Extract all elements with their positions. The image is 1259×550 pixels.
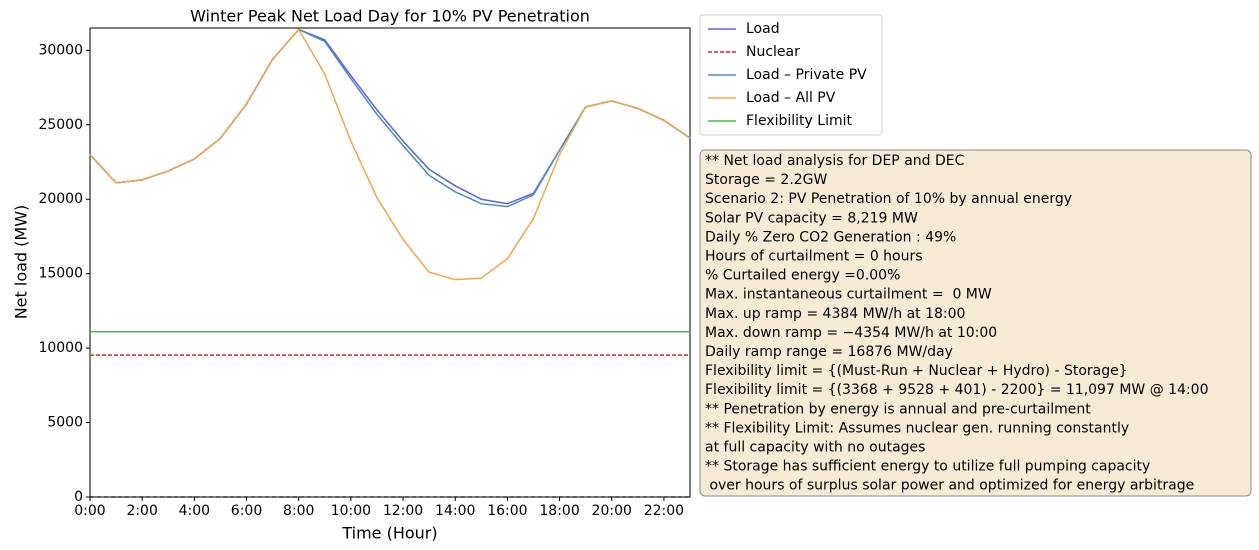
annotation-line: Daily ramp range = 16876 MW/day [705,344,953,360]
plot-area [89,27,691,498]
annotation-line: at full capacity with no outages [705,440,925,456]
x-tick-label: 16:00 [487,503,527,519]
annotation-line: Flexibility limit = {(Must-Run + Nuclear… [705,363,1128,379]
legend-label: Nuclear [746,44,800,60]
annotation-line: Max. down ramp = −4354 MW/h at 10:00 [705,325,997,341]
annotation-line: ** Net load analysis for DEP and DEC [705,153,965,169]
x-tick-label: 2:00 [126,503,157,519]
x-tick-label: 6:00 [231,503,262,519]
y-axis-label: Net load (MW) [12,205,31,320]
x-axis-label: Time (Hour) [341,524,437,543]
annotation-line: ** Flexibility Limit: Assumes nuclear ge… [705,420,1129,436]
x-tick-label: 8:00 [283,503,314,519]
x-tick-label: 10:00 [331,503,371,519]
legend-label: Load [746,21,780,37]
x-tick-label: 20:00 [592,503,632,519]
y-tick-label: 15000 [38,266,83,282]
y-tick-label: 30000 [38,42,83,58]
chart-title: Winter Peak Net Load Day for 10% PV Pene… [190,7,590,26]
y-tick-label: 5000 [47,415,83,431]
annotation-line: ** Storage has sufficient energy to util… [705,459,1150,475]
annotation-line: ** Penetration by energy is annual and p… [705,401,1091,417]
annotation-line: Scenario 2: PV Penetration of 10% by ann… [705,191,1072,207]
legend-label: Flexibility Limit [746,113,852,129]
annotation-line: Max. instantaneous curtailment = 0 MW [705,287,992,303]
annotation-line: % Curtailed energy =0.00% [705,268,900,284]
legend-box [699,14,883,136]
series-line [89,28,691,208]
y-tick-label: 20000 [38,191,83,207]
x-tick-label: 0:00 [74,503,105,519]
x-tick-label: 4:00 [179,503,210,519]
legend-label: Load – All PV [746,90,836,106]
x-tick-label: 22:00 [644,503,684,519]
x-tick-label: 14:00 [435,503,475,519]
annotation-line: Daily % Zero CO2 Generation : 49% [705,229,956,245]
x-tick-label: 12:00 [383,503,423,519]
annotation-line: over hours of surplus solar power and op… [705,478,1194,494]
annotation-line: Flexibility limit = {(3368 + 9528 + 401)… [705,382,1209,398]
y-tick-label: 0 [74,489,83,505]
annotation-line: Max. up ramp = 4384 MW/h at 18:00 [705,306,965,322]
y-tick-label: 10000 [38,340,83,356]
annotation-line: Solar PV capacity = 8,219 MW [705,210,918,226]
annotation-line: Hours of curtailment = 0 hours [705,249,923,265]
y-tick-label: 25000 [38,117,83,133]
legend-label: Load – Private PV [746,67,867,83]
annotation-box [699,149,1252,497]
series-line [89,28,691,281]
annotation-line: Storage = 2.2GW [705,172,828,188]
x-tick-label: 18:00 [539,503,579,519]
series-line [89,28,691,205]
